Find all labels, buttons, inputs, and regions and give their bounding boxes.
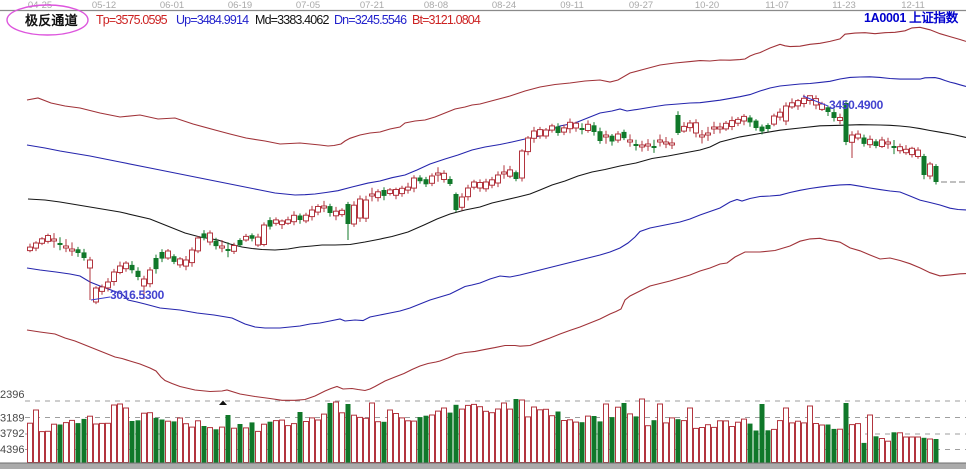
svg-text:11-23: 11-23 <box>832 0 856 11</box>
svg-text:08-08: 08-08 <box>424 0 448 11</box>
svg-text:4396: 4396 <box>0 444 24 456</box>
svg-text:3792: 3792 <box>0 428 24 440</box>
svg-text:10-20: 10-20 <box>695 0 719 11</box>
svg-text:3016.5300: 3016.5300 <box>110 288 165 302</box>
svg-text:07-05: 07-05 <box>296 0 320 11</box>
svg-text:Tp=3575.0595: Tp=3575.0595 <box>96 13 168 27</box>
svg-text:05-12: 05-12 <box>92 0 116 11</box>
svg-text:Md=3383.4062: Md=3383.4062 <box>255 13 329 27</box>
svg-text:11-07: 11-07 <box>765 0 789 11</box>
svg-text:09-27: 09-27 <box>629 0 653 11</box>
svg-text:09-11: 09-11 <box>560 0 584 11</box>
svg-text:Dn=3245.5546: Dn=3245.5546 <box>334 13 407 27</box>
svg-text:2396: 2396 <box>0 389 24 401</box>
svg-text:Bt=3121.0804: Bt=3121.0804 <box>412 13 481 27</box>
svg-text:3450.4900: 3450.4900 <box>829 98 884 112</box>
svg-text:3189: 3189 <box>0 413 24 425</box>
svg-text:06-01: 06-01 <box>160 0 184 11</box>
svg-text:06-19: 06-19 <box>228 0 252 11</box>
svg-text:1A0001 上证指数: 1A0001 上证指数 <box>864 10 959 25</box>
svg-text:07-21: 07-21 <box>360 0 384 11</box>
svg-text:08-24: 08-24 <box>492 0 516 11</box>
svg-text:12-11: 12-11 <box>901 0 925 11</box>
svg-text:Up=3484.9914: Up=3484.9914 <box>176 13 249 27</box>
svg-text:极反通道: 极反通道 <box>25 13 78 28</box>
